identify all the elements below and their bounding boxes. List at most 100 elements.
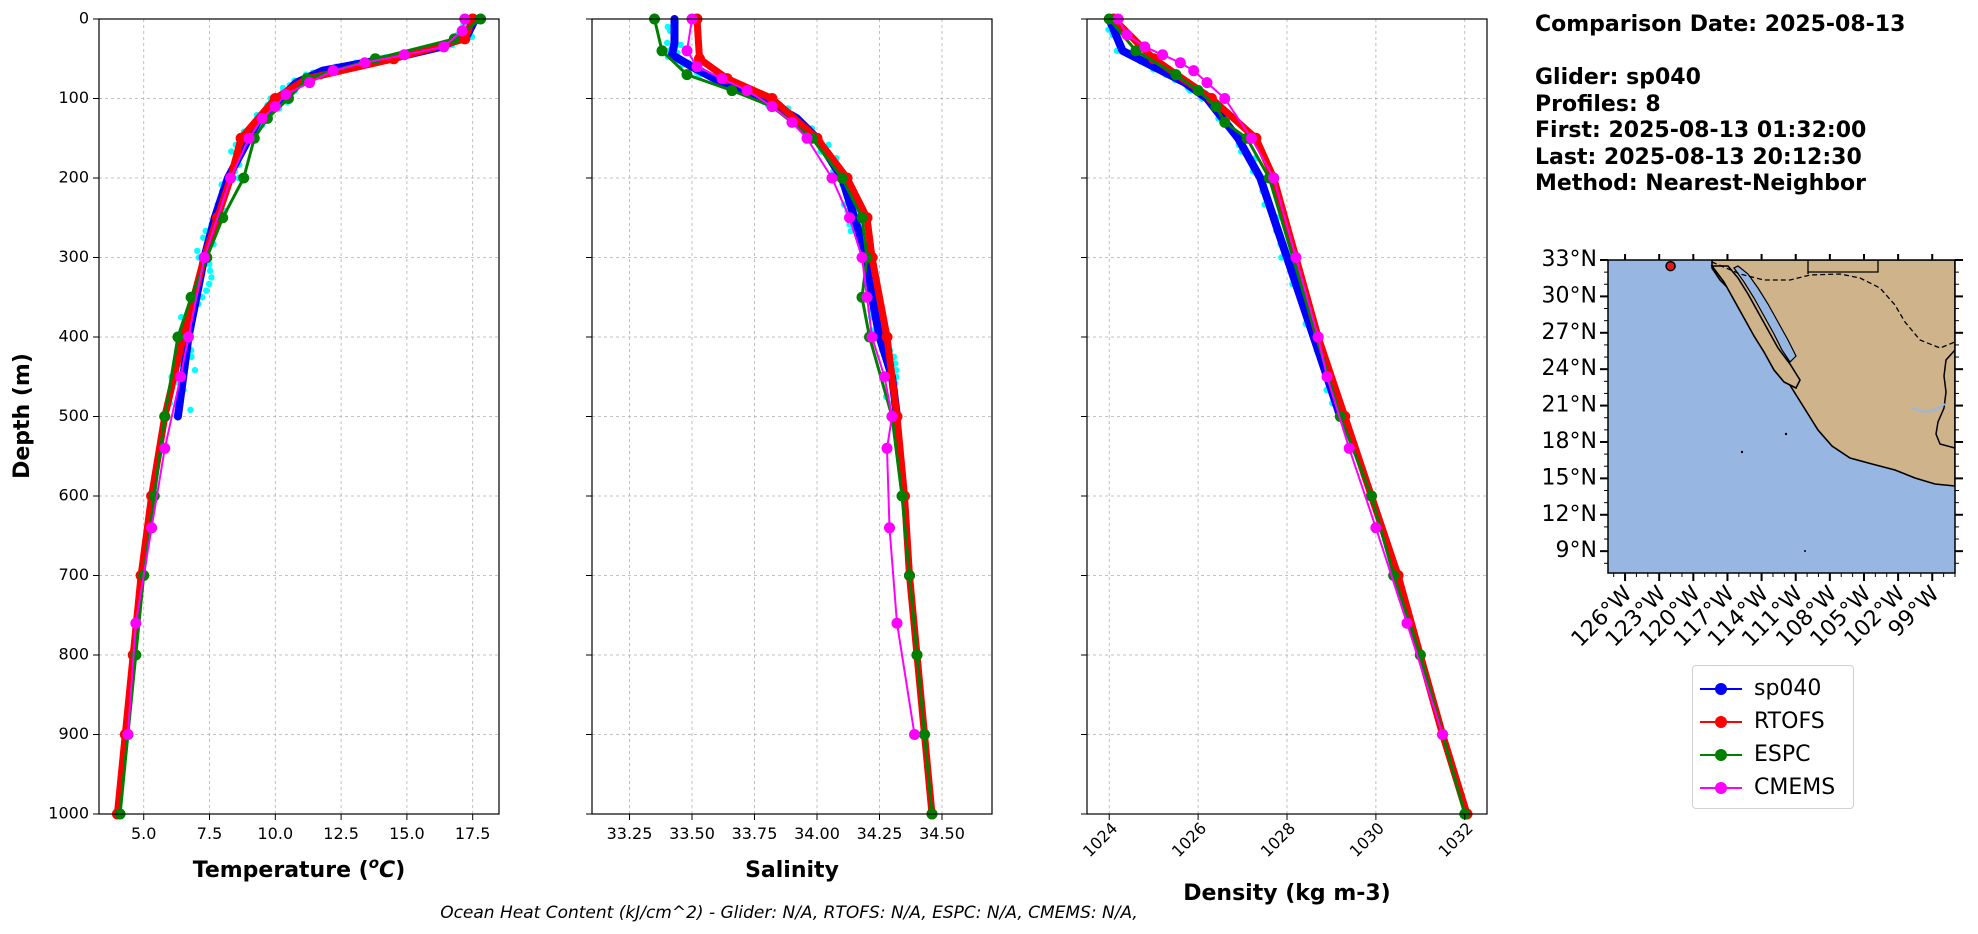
y-tick-label: 700: [58, 565, 89, 584]
salinity-y-ticks: [586, 18, 592, 815]
glider-raw-point: [208, 274, 215, 281]
map-us-mexico-border: [1711, 261, 1955, 349]
x-tick-label: 34.25: [857, 824, 903, 843]
series-point-cmems: [130, 617, 142, 629]
series-point-espc: [911, 649, 923, 661]
x-tick-label: 7.5: [197, 824, 222, 843]
series-point-cmems: [175, 371, 187, 383]
depth-y-ticks: 0 100 200 300 400 500 600 700 800 900 1000: [48, 9, 99, 823]
series-point-cmems: [844, 212, 855, 224]
y-tick-label: 400: [58, 327, 89, 346]
glider-raw-point: [187, 406, 194, 414]
series-point-rtofs: [881, 331, 893, 343]
legend-label-cmems: CMEMS: [1754, 775, 1836, 800]
density-x-label: Density (kg m-3): [1183, 881, 1391, 906]
series-point-rtofs: [235, 132, 247, 144]
series-point-cmems: [398, 49, 410, 61]
y-tick-label: 600: [58, 486, 89, 505]
series-point-espc: [904, 570, 915, 581]
series-point-espc: [130, 649, 142, 661]
series-point-cmems: [225, 172, 237, 184]
x-tick-label: 1032: [1435, 819, 1477, 861]
x-tick-label: 1026: [1168, 819, 1210, 861]
glider-raw-point: [205, 280, 213, 288]
series-point-cmems: [182, 331, 194, 343]
series-point-cmems: [741, 85, 753, 97]
temperature-series: [111, 13, 487, 820]
series-point-cmems: [691, 61, 703, 73]
series-point-cmems: [122, 729, 134, 740]
series-point-espc: [1192, 85, 1204, 97]
legend-swatch-sp040: [1700, 679, 1742, 699]
series-point-espc: [1210, 100, 1222, 112]
glider-raw-point: [663, 39, 671, 47]
series-point-cmems: [1219, 93, 1231, 104]
map-lat-label: 33°N: [1542, 247, 1597, 272]
series-point-cmems: [1290, 252, 1302, 263]
series-point-cmems: [1268, 172, 1280, 184]
series-point-cmems: [801, 132, 813, 144]
ocean-heat-content-note: Ocean Heat Content (kJ/cm^2) - Glider: N…: [440, 903, 1138, 923]
y-tick-label: 0: [79, 9, 89, 28]
density-grid: [1087, 18, 1487, 815]
series-point-espc: [856, 212, 868, 224]
y-tick-label: 200: [58, 168, 89, 187]
legend-label-sp040: sp040: [1754, 676, 1822, 701]
series-point-cmems: [327, 65, 339, 77]
series-point-cmems: [786, 116, 798, 128]
map-lat-label: 21°N: [1542, 393, 1597, 418]
legend-item-rtofs: RTOFS: [1693, 705, 1853, 738]
series-point-espc: [1365, 490, 1377, 502]
legend-label-rtofs: RTOFS: [1754, 709, 1825, 734]
interpolation-method: Method: Nearest-Neighbor: [1535, 171, 1866, 196]
glider-location-marker: [1665, 260, 1676, 272]
map-island: [1784, 432, 1788, 436]
y-tick-label: 300: [58, 247, 89, 266]
series-point-espc: [217, 212, 229, 224]
series-point-espc: [369, 53, 381, 65]
x-tick-label: 34.00: [794, 824, 840, 843]
series-point-cmems: [881, 442, 893, 454]
series-point-espc: [836, 172, 848, 184]
series-point-espc: [896, 490, 908, 502]
y-tick-label: 800: [58, 645, 89, 664]
legend-item-sp040: sp040: [1693, 672, 1853, 705]
series-point-cmems: [856, 252, 868, 263]
series-point-cmems: [146, 522, 158, 534]
map-land-baja-california: [1710, 265, 1801, 390]
x-tick-label: 15.0: [389, 824, 425, 843]
x-tick-label: 33.75: [732, 824, 778, 843]
map-river: [1911, 403, 1946, 414]
profile-count: Profiles: 8: [1535, 91, 1661, 117]
glider-raw-point: [677, 41, 684, 49]
glider-raw-point: [194, 247, 201, 255]
x-tick-label: 1030: [1346, 819, 1388, 861]
series-point-cmems: [1157, 49, 1169, 61]
comparison-info: Comparison Date: 2025-08-13 Glider: sp04…: [1535, 12, 1905, 198]
y-tick-label: 500: [58, 406, 89, 425]
map-lat-label: 24°N: [1542, 356, 1597, 381]
series-point-cmems: [256, 112, 268, 124]
y-tick-label: 900: [58, 724, 89, 743]
map-island: [1740, 450, 1744, 454]
series-point-cmems: [280, 89, 292, 101]
series-point-cmems: [1174, 57, 1186, 69]
temperature-x-label: Temperature (oC): [193, 854, 406, 883]
series-point-cmems: [359, 57, 371, 69]
temperature-panel: 5.0 7.5 10.0 12.5 15.0 17.5 0 100 200 300 400 500 6…: [10, 9, 500, 883]
salinity-grid: [592, 18, 992, 815]
series-point-cmems: [891, 617, 903, 629]
series-point-cmems: [243, 132, 255, 144]
series-point-cmems: [1245, 132, 1257, 144]
density-panel: 1024 1026 1028 1030 1032 Density (kg m-3): [1079, 13, 1488, 906]
series-point-cmems: [269, 100, 281, 112]
series-point-cmems: [861, 291, 873, 303]
comparison-date: Comparison Date: 2025-08-13: [1535, 12, 1906, 37]
map-lat-label: 15°N: [1542, 465, 1597, 490]
density-series: [1103, 13, 1473, 820]
salinity-x-ticks: 33.25 33.50 33.75 34.00 34.25 34.50: [607, 814, 965, 843]
glider-raw-point: [200, 234, 207, 241]
x-tick-label: 1024: [1079, 819, 1121, 861]
location-map: 33°N30°N27°N24°N21°N18°N15°N12°N9°N126°W…: [1542, 247, 1963, 652]
glider-raw-point: [228, 148, 235, 155]
